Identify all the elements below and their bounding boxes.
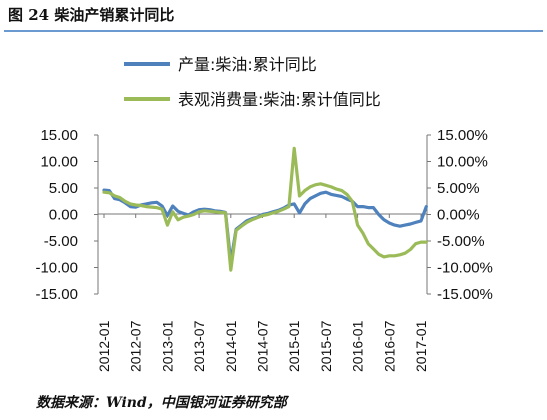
right-tick-label: -5.00% (437, 233, 485, 250)
right-tick-label: 15.00% (437, 127, 488, 144)
x-tick-label: 2015-01 (286, 320, 302, 372)
right-tick-label: 10.00% (437, 154, 488, 171)
legend-label: 产量:柴油:累计同比 (178, 55, 317, 74)
left-tick-label: -5.00 (44, 233, 78, 250)
left-tick-label: 15.00 (40, 127, 78, 144)
right-tick-label: -15.00% (437, 286, 493, 303)
x-tick-label: 2012-07 (128, 320, 144, 372)
left-tick-label: 5.00 (49, 180, 78, 197)
title-rule (4, 30, 543, 32)
series-layer (102, 146, 428, 272)
figure-title: 图 24 柴油产销累计同比 (8, 6, 175, 24)
left-axis: 15.00 10.00 5.00 0.00 -5.00 -10.00 -15.00 (35, 127, 98, 303)
source-note: 数据来源：Wind，中国银河证券研究部 (36, 395, 287, 411)
x-tick-label: 2014-07 (255, 320, 271, 372)
left-tick-label: 10.00 (40, 154, 78, 171)
legend-label: 表观消费量:柴油:累计值同比 (178, 90, 381, 109)
right-tick-label: 5.00% (437, 180, 480, 197)
x-tick-label: 2013-07 (191, 320, 207, 372)
x-tick-label: 2016-07 (381, 320, 397, 372)
x-axis: 2012-01 2012-07 2013-01 2013-07 2014-01 2014-… (96, 214, 429, 372)
series-line-consumption (102, 146, 428, 272)
left-tick-label: -15.00 (35, 286, 78, 303)
right-axis: 15.00% 10.00% 5.00% 0.00% -5.00% -10.00% -15.0… (427, 127, 493, 303)
x-tick-label: 2014-01 (223, 320, 239, 372)
x-tick-label: 2012-01 (96, 320, 112, 372)
right-tick-label: 0.00% (437, 207, 480, 224)
x-tick-label: 2017-01 (413, 320, 429, 372)
x-tick-label: 2015-07 (318, 320, 334, 372)
x-tick-label: 2013-01 (159, 320, 175, 372)
right-tick-label: -10.00% (437, 260, 493, 277)
left-tick-label: -10.00 (35, 260, 78, 277)
x-tick-label: 2016-01 (350, 320, 366, 372)
left-tick-label: 0.00 (49, 207, 78, 224)
